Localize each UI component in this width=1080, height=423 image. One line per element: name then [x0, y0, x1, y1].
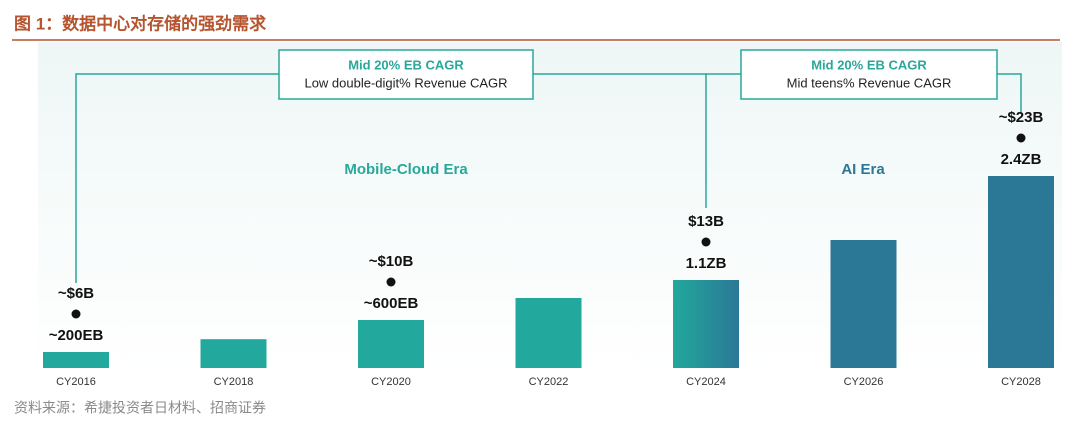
bar	[358, 320, 424, 368]
x-tick-label: CY2016	[56, 376, 96, 388]
revenue-label: ~$10B	[369, 253, 414, 270]
revenue-dot	[386, 277, 396, 287]
era-label: Mobile-Cloud Era	[344, 161, 468, 178]
x-tick-label: CY2028	[1001, 376, 1041, 388]
bar	[830, 240, 897, 368]
x-tick-label: CY2020	[371, 376, 411, 388]
revenue-dot	[701, 237, 711, 247]
x-tick-label: CY2022	[529, 376, 569, 388]
value-label: 1.1ZB	[686, 255, 727, 272]
bar	[515, 298, 582, 368]
callout-box	[740, 49, 998, 100]
callout-text: Mid teens% Revenue CAGR	[787, 75, 952, 90]
x-tick-label: CY2026	[844, 376, 884, 388]
bar	[988, 176, 1054, 368]
revenue-dot	[1016, 133, 1026, 143]
bar	[43, 352, 109, 368]
x-tick-label: CY2024	[686, 376, 726, 388]
revenue-dot	[71, 309, 81, 319]
callout-title: Mid 20% EB CAGR	[348, 57, 464, 72]
bar	[200, 339, 267, 368]
callout-title: Mid 20% EB CAGR	[811, 57, 927, 72]
callout-box	[278, 49, 534, 100]
bracket-line	[75, 73, 279, 283]
revenue-label: $13B	[688, 213, 724, 230]
callout-text: Low double-digit% Revenue CAGR	[304, 75, 507, 90]
value-label: 2.4ZB	[1001, 151, 1042, 168]
source: 资料来源：希捷投资者日材料、招商证券	[14, 400, 266, 416]
value-label: ~600EB	[364, 295, 419, 312]
era-label: AI Era	[841, 161, 885, 178]
revenue-label: ~$6B	[58, 285, 94, 302]
x-tick-label: CY2018	[214, 376, 254, 388]
bar	[673, 280, 739, 368]
title: 图 1：数据中心对存储的强劲需求	[14, 13, 266, 33]
value-label: ~200EB	[49, 327, 104, 344]
bracket-line	[997, 73, 1022, 112]
revenue-label: ~$23B	[999, 109, 1044, 126]
